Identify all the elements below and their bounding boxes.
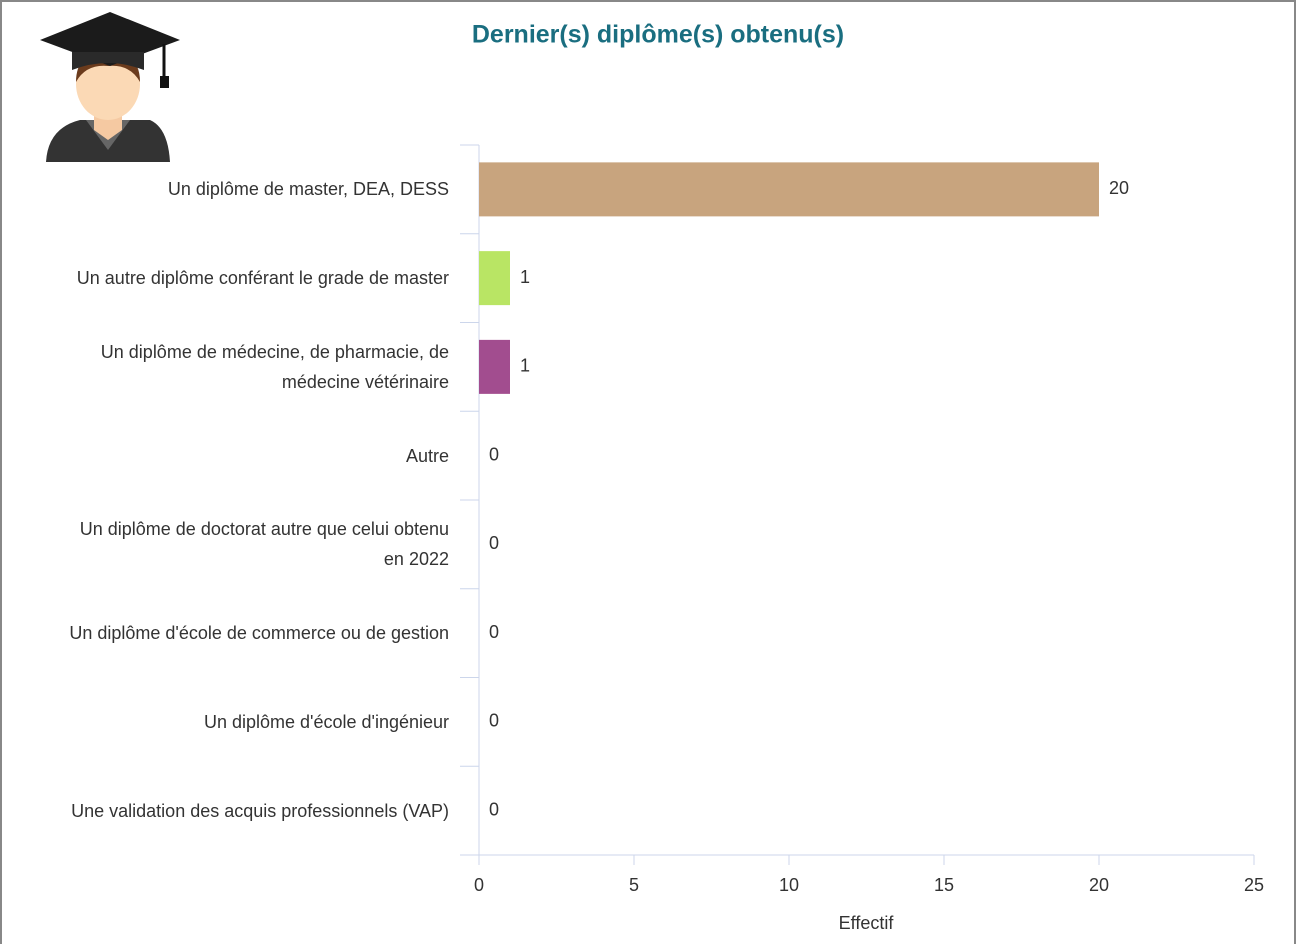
bar bbox=[479, 162, 1099, 216]
value-label: 0 bbox=[489, 444, 499, 464]
x-tick-label: 25 bbox=[1244, 875, 1264, 895]
y-tick-label: Une validation des acquis professionnels… bbox=[59, 796, 449, 826]
graduate-icon bbox=[40, 12, 180, 162]
y-tick-label: Un autre diplôme conférant le grade de m… bbox=[59, 263, 449, 293]
x-tick-label: 0 bbox=[474, 875, 484, 895]
value-label: 1 bbox=[520, 267, 530, 287]
value-label: 0 bbox=[489, 533, 499, 553]
bar bbox=[479, 340, 510, 394]
y-tick-label: Un diplôme d'école de commerce ou de ges… bbox=[59, 618, 449, 648]
x-tick-label: 20 bbox=[1089, 875, 1109, 895]
y-tick-label: Un diplôme d'école d'ingénieur bbox=[59, 707, 449, 737]
bar bbox=[479, 251, 510, 305]
x-tick-label: 15 bbox=[934, 875, 954, 895]
value-label: 0 bbox=[489, 711, 499, 731]
x-tick-label: 10 bbox=[779, 875, 799, 895]
x-tick-label: 5 bbox=[629, 875, 639, 895]
value-label: 1 bbox=[520, 356, 530, 376]
chart-container: Dernier(s) diplôme(s) obtenu(s) Effectif… bbox=[0, 0, 1296, 944]
y-tick-label: Un diplôme de doctorat autre que celui o… bbox=[59, 514, 449, 574]
chart-title: Dernier(s) diplôme(s) obtenu(s) bbox=[472, 21, 844, 49]
y-tick-label: Un diplôme de master, DEA, DESS bbox=[59, 174, 449, 204]
y-tick-label: Un diplôme de médecine, de pharmacie, de… bbox=[59, 337, 449, 397]
x-axis-title: Effectif bbox=[839, 913, 895, 933]
y-tick-label: Autre bbox=[59, 441, 449, 471]
value-label: 0 bbox=[489, 799, 499, 819]
value-label: 20 bbox=[1109, 178, 1129, 198]
value-label: 0 bbox=[489, 622, 499, 642]
